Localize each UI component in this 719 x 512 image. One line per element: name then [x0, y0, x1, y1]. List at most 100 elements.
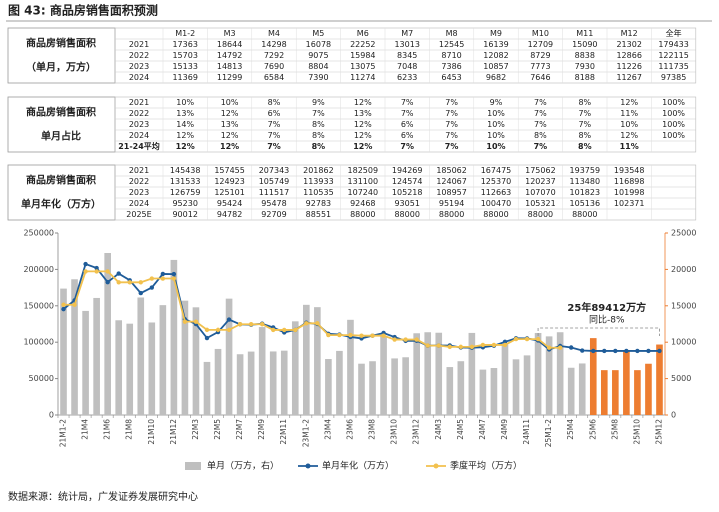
bar [181, 300, 189, 415]
bar [214, 348, 222, 415]
bar [556, 332, 564, 415]
line-marker [602, 348, 607, 354]
line-marker [348, 332, 353, 338]
y-tick-label: 250000 [23, 229, 54, 238]
table-cell: 124067 [436, 177, 467, 186]
x-tick-label: 21M1-2 [59, 419, 68, 447]
table-cell: 13% [221, 120, 239, 129]
line-marker [248, 322, 254, 327]
bar [60, 288, 67, 415]
bar [291, 321, 299, 415]
line-marker [425, 343, 430, 348]
table-cell: 15090 [572, 40, 597, 49]
y-tick-label: 50000 [29, 374, 54, 383]
table-cell: 12% [176, 131, 194, 140]
column-header: 全年 [666, 28, 682, 38]
bar [457, 361, 465, 415]
table-cell: 6% [268, 109, 281, 118]
table-cell: 9% [490, 98, 503, 107]
line-marker [160, 271, 166, 277]
line-marker [138, 290, 143, 296]
legend-swatch [305, 463, 311, 469]
legend-label: 季度平均（万方） [450, 460, 522, 472]
row-label: 2021 [129, 166, 149, 175]
bar [336, 350, 343, 415]
table-cell: 6% [401, 120, 414, 129]
x-tick-label: 25M1-2 [544, 419, 553, 447]
column-header: M12 [621, 29, 638, 38]
table-cell: 21302 [616, 40, 641, 49]
y-tick-label: 150000 [23, 301, 54, 310]
table-cell: 6233 [397, 73, 417, 82]
line-marker [326, 332, 331, 338]
row-label: 2021 [129, 40, 149, 49]
line-marker [171, 276, 177, 281]
line-marker [215, 327, 221, 333]
line-marker [381, 333, 386, 338]
table-cell: 125101 [214, 188, 245, 197]
table-cell: 8% [578, 98, 591, 107]
table-cell: 15984 [350, 51, 375, 60]
table-cell: 7% [267, 142, 281, 151]
table-cell: 93051 [394, 199, 419, 208]
table-cell: 112663 [481, 188, 512, 197]
line-marker [370, 333, 375, 338]
table-label: 商品房销售面积 [26, 174, 96, 187]
table-cell: 12% [221, 109, 239, 118]
table-cell: 111735 [658, 62, 689, 71]
line-marker [557, 345, 563, 350]
table-cell: 12% [354, 131, 372, 140]
table-cell: 12866 [616, 51, 641, 60]
table-cell: 92468 [350, 199, 375, 208]
line-marker [138, 280, 143, 285]
table-cell: 113933 [303, 177, 334, 186]
row-label: 2023 [129, 62, 149, 71]
line-marker [226, 327, 232, 333]
table-cell: 8% [578, 131, 591, 140]
x-tick-label: 21M6 [103, 419, 112, 440]
line-marker [83, 261, 88, 267]
bar [137, 297, 145, 415]
table-cell: 7646 [530, 73, 550, 82]
row-label: 2024 [129, 199, 149, 208]
table-cell: 88551 [306, 210, 331, 219]
bar [82, 310, 89, 415]
table-cell: 7390 [308, 73, 328, 82]
table-cell: 8710 [441, 51, 461, 60]
x-tick-label: 22M7 [235, 419, 244, 440]
table-cell: 108957 [436, 188, 467, 197]
x-tick-label: 25M12 [654, 419, 663, 445]
table-label: 商品房销售面积 [26, 106, 96, 119]
x-tick-label: 22M3 [191, 419, 200, 440]
table-cell: 107070 [525, 188, 556, 197]
table-cell: 7% [445, 120, 458, 129]
table-cell: 193759 [570, 166, 601, 175]
table-cell: 12709 [528, 40, 553, 49]
line-marker [293, 327, 298, 333]
row-label: 2023 [129, 188, 149, 197]
table-cell: 120237 [525, 177, 556, 186]
legend-swatch [185, 462, 201, 470]
table-cell: 7% [445, 142, 459, 151]
line-marker [83, 269, 88, 274]
table-cell: 7% [578, 120, 591, 129]
table-cell: 90012 [172, 210, 197, 219]
x-tick-label: 21M10 [147, 419, 156, 445]
table-cell: 111517 [259, 188, 290, 197]
table-cell: 94782 [217, 210, 242, 219]
table-cell: 8% [312, 120, 325, 129]
line-marker [127, 280, 132, 285]
line-marker [160, 276, 166, 281]
bar [148, 322, 156, 415]
bar [192, 307, 200, 415]
line-marker [116, 280, 121, 285]
bar [391, 358, 398, 415]
line-marker [105, 269, 110, 274]
line-marker [226, 317, 232, 322]
table-cell: 7773 [530, 62, 550, 71]
x-tick-label: 24M9 [500, 419, 509, 440]
label-box [7, 96, 116, 153]
bar [93, 297, 100, 415]
table-cell: 207343 [259, 166, 290, 175]
table-cell: 105749 [259, 177, 290, 186]
